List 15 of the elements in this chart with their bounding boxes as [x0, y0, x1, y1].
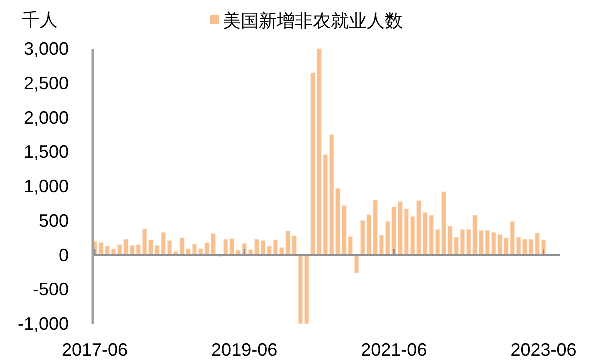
y-tick-label: 0 [58, 245, 69, 266]
x-tick-label: 2023-06 [510, 340, 577, 360]
y-tick-label: 1,000 [24, 176, 69, 196]
y-tick-label: 500 [38, 210, 69, 231]
y-tick-label: -500 [32, 280, 69, 300]
y-axis-title: 千人 [22, 10, 58, 30]
legend-label: 美国新增非农就业人数 [223, 11, 403, 31]
y-tick-label: 2,500 [24, 73, 69, 94]
x-tick-label: 2017-06 [62, 340, 128, 360]
x-tick-label: 2019-06 [212, 340, 278, 360]
x-tick-label: 2021-06 [361, 340, 428, 360]
y-tick-label: 3,000 [24, 39, 69, 59]
y-tick-label: 2,000 [24, 108, 69, 128]
y-tick-label: 1,500 [24, 142, 69, 162]
y-tick-label: -1,000 [18, 314, 69, 334]
